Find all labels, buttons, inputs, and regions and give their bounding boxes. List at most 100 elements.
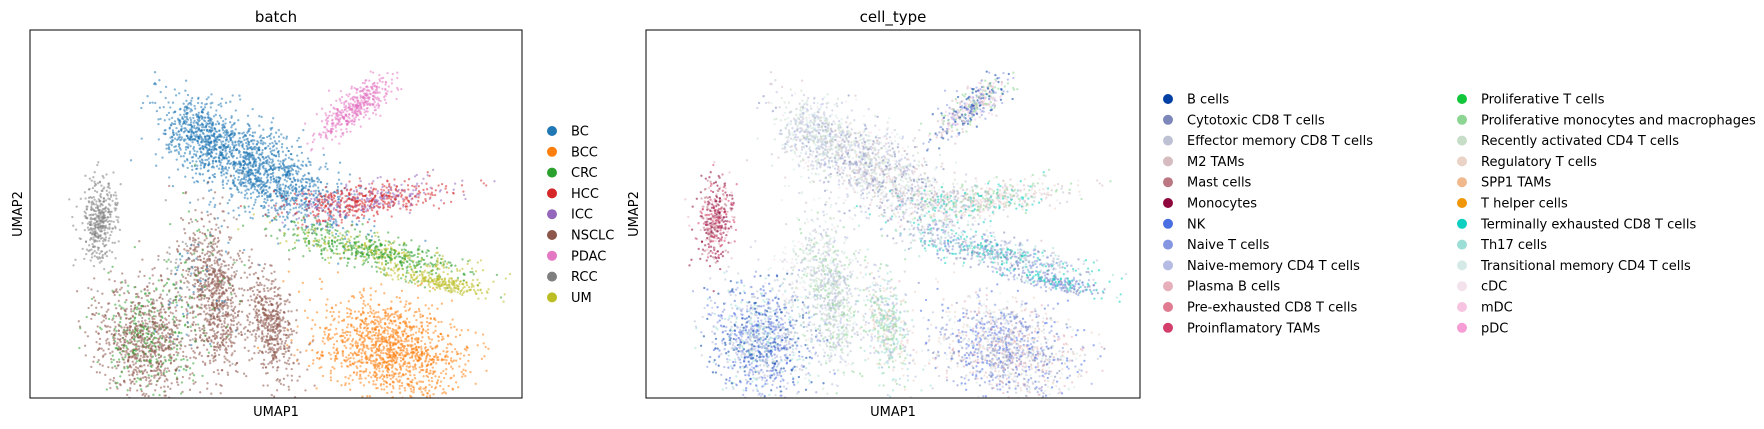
batch-point <box>171 184 175 188</box>
batch-point <box>374 331 378 335</box>
batch-point <box>231 181 235 184</box>
batch-point <box>340 218 343 222</box>
batch-point <box>404 309 407 313</box>
batch-point <box>284 190 288 193</box>
batch-point <box>384 202 387 205</box>
batch-point <box>208 137 212 140</box>
batch-point <box>207 163 211 166</box>
batch-point <box>204 144 207 147</box>
batch-point <box>429 273 433 276</box>
batch-point <box>263 228 267 231</box>
batch-point <box>382 95 386 99</box>
batch-point <box>399 191 402 195</box>
batch-point <box>384 263 388 266</box>
batch-point <box>402 261 405 265</box>
batch-point <box>424 276 428 279</box>
batch-point <box>344 105 348 108</box>
batch-point <box>285 203 289 206</box>
batch-point <box>302 231 305 234</box>
batch-point <box>397 236 400 239</box>
batch-point <box>278 188 282 191</box>
batch-point <box>382 351 385 355</box>
batch-point <box>403 305 406 309</box>
batch-point <box>414 367 418 370</box>
batch-point <box>388 184 391 187</box>
batch-point <box>349 342 352 346</box>
batch-point <box>439 384 442 388</box>
batch-point <box>235 143 238 147</box>
batch-point <box>417 330 421 333</box>
batch-point <box>375 270 379 273</box>
batch-point <box>439 332 442 336</box>
batch-point <box>442 369 445 373</box>
batch-point <box>293 192 296 195</box>
batch-point <box>295 194 298 197</box>
batch-point <box>363 207 366 210</box>
batch-point <box>330 250 333 253</box>
batch-point <box>474 382 477 385</box>
batch-point <box>443 282 446 286</box>
batch-point <box>304 184 308 188</box>
batch-point <box>343 209 347 213</box>
batch-point <box>243 173 246 176</box>
batch-point <box>303 239 307 243</box>
batch-point <box>425 395 429 398</box>
batch-point <box>399 322 402 325</box>
batch-point <box>399 207 402 210</box>
batch-point <box>391 341 394 345</box>
batch-point <box>453 347 457 351</box>
batch-point <box>376 213 379 216</box>
batch-point <box>264 142 267 145</box>
batch-point <box>236 188 240 192</box>
batch-point <box>174 94 178 97</box>
batch-point <box>444 289 447 292</box>
batch-point <box>356 99 360 102</box>
batch-point <box>278 166 281 169</box>
batch-point <box>420 272 424 276</box>
batch-point <box>184 175 187 178</box>
batch-point <box>342 210 345 214</box>
batch-point <box>350 246 353 249</box>
batch-point <box>391 348 394 351</box>
batch-point <box>474 290 477 293</box>
batch-point <box>353 214 357 217</box>
batch-point <box>245 185 248 188</box>
batch-point <box>307 189 310 192</box>
batch-point <box>330 114 333 117</box>
batch-point <box>319 194 322 198</box>
batch-point <box>172 111 175 114</box>
batch-point <box>424 239 427 242</box>
batch-point <box>378 367 381 370</box>
batch-point <box>373 333 376 337</box>
batch-point <box>338 242 341 245</box>
batch-point <box>301 228 304 231</box>
batch-point <box>283 207 286 211</box>
batch-point <box>392 252 396 256</box>
batch-point <box>411 365 415 369</box>
batch-point <box>257 148 260 151</box>
batch-point <box>364 304 367 307</box>
batch-point <box>388 182 391 186</box>
batch-point <box>312 223 315 226</box>
batch-point <box>293 354 296 357</box>
batch-point <box>391 278 394 281</box>
batch-point <box>363 203 366 206</box>
batch-point <box>190 156 194 159</box>
batch-point <box>246 137 249 140</box>
batch-point <box>221 128 225 132</box>
batch-point <box>329 376 332 379</box>
batch-point <box>298 185 301 188</box>
batch-point <box>420 345 423 348</box>
batch-point <box>432 279 435 282</box>
batch-point <box>363 346 366 349</box>
batch-point <box>383 321 387 325</box>
batch-point <box>415 264 419 267</box>
batch-point <box>245 163 249 167</box>
batch-point <box>402 241 406 244</box>
batch-point <box>428 271 431 274</box>
batch-point <box>353 123 356 126</box>
batch-point <box>356 344 359 347</box>
batch-point <box>362 327 366 330</box>
batch-point <box>429 402 431 404</box>
batch-point <box>370 346 373 350</box>
